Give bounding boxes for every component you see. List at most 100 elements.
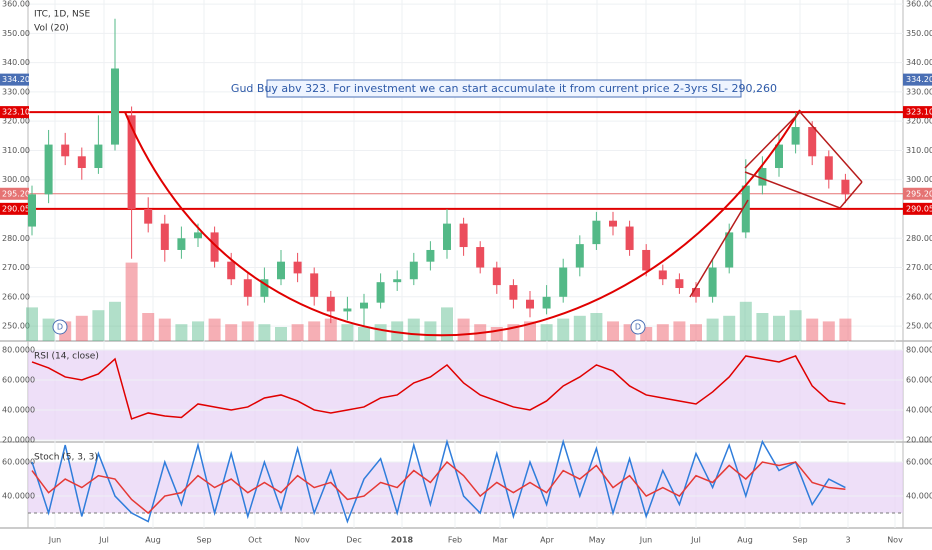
candle-body xyxy=(741,185,750,233)
price-badge xyxy=(903,187,932,200)
candle-body xyxy=(708,267,717,297)
x-tick-label: Jun xyxy=(639,536,653,545)
candle-body xyxy=(725,232,734,268)
volume-bar xyxy=(407,318,420,341)
volume-bar xyxy=(192,321,204,341)
candle-body xyxy=(775,144,783,169)
trend-line xyxy=(744,171,863,209)
candle-body xyxy=(758,168,767,186)
annotation-box xyxy=(266,79,742,98)
candle-body xyxy=(542,296,551,309)
candle-body xyxy=(243,279,252,297)
x-tick-label: Oct xyxy=(248,536,262,545)
y-tick-label: 260.00 xyxy=(906,292,932,301)
candle-body xyxy=(194,232,202,239)
y-tick-label: 300.00 xyxy=(906,175,932,184)
dividend-marker-label: D xyxy=(57,323,63,332)
y-tick-label: 40.0000 xyxy=(906,492,932,501)
candle-body xyxy=(409,261,418,280)
volume-bar xyxy=(806,318,819,341)
legend: Stoch (5, 3, 3) xyxy=(34,453,98,463)
volume-bar xyxy=(92,310,105,341)
volume-bar xyxy=(773,315,785,341)
candle-body xyxy=(260,279,269,297)
price-badge xyxy=(903,202,932,215)
y-tick-label: 310.00 xyxy=(2,146,30,155)
candle-body xyxy=(791,127,800,145)
volume-bar xyxy=(275,327,287,341)
candle-body xyxy=(144,208,153,224)
candle-body xyxy=(28,194,36,227)
y-tick-label: 340.00 xyxy=(2,58,30,67)
y-tick-label: 300.00 xyxy=(2,175,30,184)
dividend-marker xyxy=(52,319,68,335)
price-badge xyxy=(0,187,29,200)
volume-bar xyxy=(75,315,88,341)
price-badge-label: 323.10 xyxy=(906,108,932,117)
y-tick-label: 80.0000 xyxy=(906,345,932,354)
y-tick-label: 60.0000 xyxy=(906,458,932,467)
y-tick-label: 320.00 xyxy=(2,117,30,126)
indicator-band xyxy=(28,462,903,514)
volume-bar xyxy=(540,324,553,341)
x-tick-label: May xyxy=(589,536,606,545)
y-tick-label: 330.00 xyxy=(2,87,30,96)
y-tick-label: 40.0000 xyxy=(2,405,35,414)
candle-body xyxy=(824,156,833,180)
volume-bar xyxy=(241,321,254,341)
price-badge xyxy=(0,106,29,119)
candle-body xyxy=(526,299,534,309)
x-tick-label: Jul xyxy=(690,536,701,545)
x-tick-label: Jun xyxy=(48,536,62,545)
candle-body xyxy=(376,282,385,303)
candle-body xyxy=(77,156,86,169)
candle-body xyxy=(127,115,136,209)
y-tick-label: 80.0000 xyxy=(2,345,35,354)
y-tick-label: 40.0000 xyxy=(2,492,35,501)
price-badge-label: 323.10 xyxy=(2,108,30,117)
x-tick-label: Feb xyxy=(448,536,462,545)
volume-bar xyxy=(258,324,271,341)
volume-bar xyxy=(42,318,55,341)
annotation: Gud Buy abv 323. For investment we can s… xyxy=(231,82,777,95)
x-tick-label: 3 xyxy=(845,536,850,545)
y-tick-label: 60.0000 xyxy=(906,375,932,384)
volume-bar xyxy=(291,324,304,341)
volume-bar xyxy=(723,315,736,341)
candle-body xyxy=(658,270,667,280)
volume-bar xyxy=(557,318,570,341)
x-tick-label: Nov xyxy=(294,536,310,545)
candle-body xyxy=(559,267,568,297)
candle-body xyxy=(293,261,302,274)
y-tick-label: 250.00 xyxy=(2,322,30,331)
y-tick-label: 330.00 xyxy=(906,87,932,96)
y-tick-label: 260.00 xyxy=(2,292,30,301)
y-tick-label: 20.0000 xyxy=(2,435,35,444)
y-tick-label: 60.0000 xyxy=(2,375,35,384)
candle-body xyxy=(277,261,285,280)
volume-bar xyxy=(26,307,38,341)
volume-bar xyxy=(142,313,155,341)
candle-body xyxy=(675,279,684,289)
y-tick-label: 360.00 xyxy=(906,0,932,9)
price-badge xyxy=(903,106,932,119)
candle-body xyxy=(426,249,435,262)
volume-bar xyxy=(656,324,669,341)
y-tick-label: 270.00 xyxy=(906,263,932,272)
y-tick-label: 350.00 xyxy=(2,29,30,38)
y-tick-label: 350.00 xyxy=(906,29,932,38)
dividend-marker xyxy=(630,319,646,335)
volume-bar xyxy=(225,324,238,341)
y-tick-label: 310.00 xyxy=(906,146,932,155)
volume-bar xyxy=(822,321,835,341)
x-tick-label: Aug xyxy=(145,536,161,545)
volume-bar xyxy=(358,327,370,341)
indicator-line xyxy=(31,460,846,515)
cup-curve xyxy=(124,109,801,337)
legend: Vol (20) xyxy=(34,24,69,34)
x-tick-label: Sep xyxy=(792,536,807,545)
volume-bar xyxy=(573,315,586,341)
y-tick-label: 60.0000 xyxy=(2,458,35,467)
candle-body xyxy=(609,220,617,227)
price-badge-label: 334.20 xyxy=(2,75,30,84)
